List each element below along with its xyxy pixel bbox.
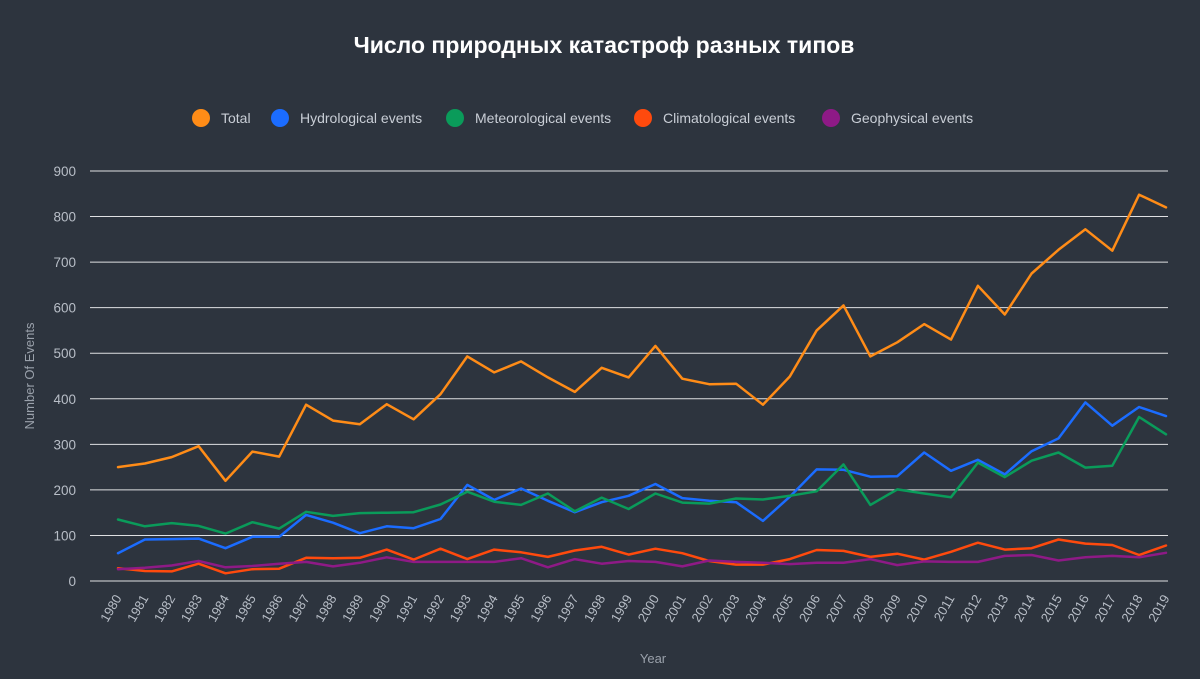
legend-label: Geophysical events — [851, 110, 973, 126]
series-line-hydrological-events — [116, 401, 1168, 555]
legend-label: Meteorological events — [475, 110, 611, 126]
legend: Total Hydrological events Meteorological e… — [192, 109, 973, 127]
x-tick-label: 2009 — [876, 592, 903, 625]
x-tick-label: 1988 — [312, 592, 339, 625]
x-tick-label: 2014 — [1011, 592, 1038, 625]
x-tick-label: 1991 — [393, 592, 420, 625]
x-tick-label: 2007 — [823, 592, 850, 625]
series-line-total — [116, 193, 1168, 483]
y-tick-label: 400 — [53, 392, 76, 407]
legend-marker — [192, 109, 210, 127]
x-axis-title: Year — [640, 651, 667, 666]
y-tick-label: 800 — [53, 210, 76, 225]
legend-marker — [634, 109, 652, 127]
x-tick-label: 2016 — [1065, 592, 1092, 625]
y-tick-label: 600 — [53, 301, 76, 316]
grid — [90, 170, 1168, 582]
x-tick-label: 2012 — [957, 592, 984, 625]
series-line-meteorological-events — [116, 415, 1168, 535]
legend-item-meteorological-events[interactable]: Meteorological events — [446, 109, 611, 127]
chart-title: Число природных катастроф разных типов — [354, 32, 855, 58]
x-tick-label: 1997 — [554, 592, 581, 625]
legend-item-hydrological-events[interactable]: Hydrological events — [271, 109, 422, 127]
x-tick-label: 1981 — [124, 592, 151, 625]
x-tick-label: 2003 — [715, 592, 742, 625]
y-tick-label: 0 — [68, 574, 76, 589]
x-tick-label: 2013 — [984, 592, 1011, 625]
x-tick-label: 1992 — [420, 592, 447, 625]
x-tick-label: 1996 — [527, 592, 554, 625]
x-tick-label: 2002 — [688, 592, 715, 625]
legend-marker — [446, 109, 464, 127]
x-tick-label: 2004 — [742, 592, 769, 625]
x-tick-label: 1995 — [500, 592, 527, 625]
x-tick-label: 1984 — [205, 592, 232, 625]
legend-label: Total — [221, 110, 251, 126]
legend-item-climatological-events[interactable]: Climatological events — [634, 109, 795, 127]
x-tick-label: 2000 — [635, 592, 662, 625]
legend-item-total[interactable]: Total — [192, 109, 251, 127]
x-tick-label: 2008 — [850, 592, 877, 625]
x-tick-label: 2001 — [661, 592, 688, 625]
series-lines — [116, 193, 1168, 575]
y-tick-label: 500 — [53, 346, 76, 361]
y-tick-label: 700 — [53, 255, 76, 270]
x-tick-label: 1994 — [473, 592, 500, 625]
legend-label: Climatological events — [663, 110, 795, 126]
x-tick-label: 1999 — [608, 592, 635, 625]
x-axis-ticks: 1980 1981 1982 1983 1984 1985 1986 1987 1988 1989… — [97, 592, 1172, 625]
x-tick-label: 1993 — [446, 592, 473, 625]
x-tick-label: 1983 — [178, 592, 205, 625]
y-axis-title: Number Of Events — [22, 322, 37, 429]
y-tick-label: 100 — [53, 528, 76, 543]
x-tick-label: 1998 — [581, 592, 608, 625]
x-tick-label: 1987 — [285, 592, 312, 625]
y-tick-label: 900 — [53, 164, 76, 179]
series-line-geophysical-events — [116, 551, 1168, 571]
x-tick-label: 2010 — [903, 592, 930, 625]
x-tick-label: 1985 — [232, 592, 259, 625]
x-tick-label: 1982 — [151, 592, 178, 625]
legend-item-geophysical-events[interactable]: Geophysical events — [822, 109, 973, 127]
x-tick-label: 1989 — [339, 592, 366, 625]
x-tick-label: 2017 — [1091, 592, 1118, 625]
x-tick-label: 2018 — [1118, 592, 1145, 625]
x-tick-label: 1980 — [97, 592, 124, 625]
x-tick-label: 2019 — [1145, 592, 1172, 625]
y-tick-label: 300 — [53, 437, 76, 452]
x-tick-label: 2011 — [931, 592, 958, 624]
x-tick-label: 2015 — [1038, 592, 1065, 625]
legend-marker — [271, 109, 289, 127]
legend-label: Hydrological events — [300, 110, 422, 126]
legend-marker — [822, 109, 840, 127]
y-tick-label: 200 — [53, 483, 76, 498]
x-tick-label: 2005 — [769, 592, 796, 625]
x-tick-label: 2006 — [796, 592, 823, 625]
x-tick-label: 1990 — [366, 592, 393, 625]
y-axis-ticks: 0 100 200 300 400 500 600 700 800 900 — [53, 164, 76, 589]
x-tick-label: 1986 — [258, 592, 285, 625]
